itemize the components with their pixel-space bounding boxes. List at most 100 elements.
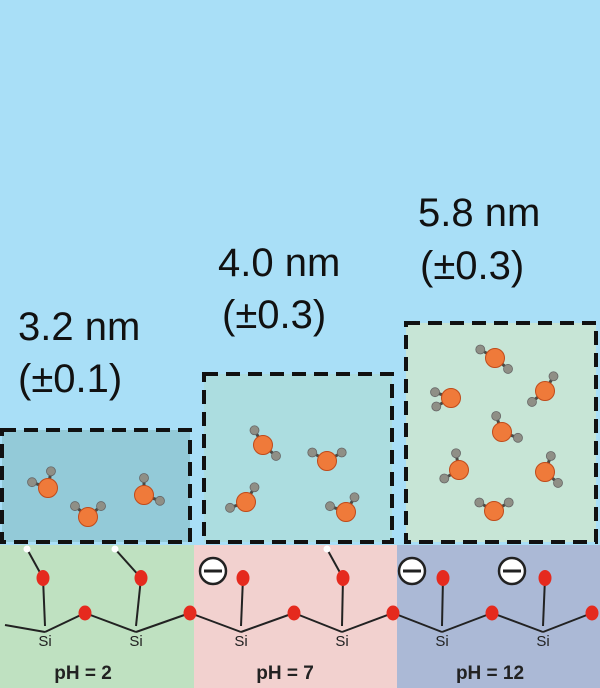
hydrogen-atom xyxy=(548,371,559,382)
oxygen-atom xyxy=(535,381,555,401)
water-molecule-icon xyxy=(225,482,260,513)
siloxane-bond xyxy=(542,612,593,633)
hydrogen-atom xyxy=(513,432,523,443)
thickness-label-ph2: 3.2 nm xyxy=(18,305,140,349)
error-label-ph2: (±0.1) xyxy=(18,357,122,401)
hydrogen-atom xyxy=(307,447,318,458)
hydrogen-atom xyxy=(325,501,335,512)
hydrogen-atom xyxy=(46,466,56,477)
water-molecule-icon xyxy=(430,387,461,412)
oxygen-atom xyxy=(134,485,154,505)
hydrogen-atom xyxy=(271,451,281,461)
siloxane-bond xyxy=(341,612,394,633)
oxygen-atom xyxy=(538,570,552,586)
thickness-label-ph7: 4.0 nm xyxy=(218,241,340,285)
hydrogen-atom xyxy=(431,401,442,412)
siloxane-bond xyxy=(4,624,46,633)
water-molecule-icon xyxy=(491,411,523,443)
hydrogen-atom xyxy=(225,502,235,513)
hydrogen-atom xyxy=(155,495,165,506)
silicon-atom: Si xyxy=(335,633,348,650)
hydrogen-atom xyxy=(349,492,360,503)
hydrogen-atom xyxy=(451,448,461,459)
siloxane-bond xyxy=(135,612,191,633)
oxygen-atom xyxy=(78,507,98,527)
hydrogen-atom xyxy=(430,387,440,398)
si-o-bond xyxy=(42,577,46,627)
bridging-oxygen-atom xyxy=(585,605,599,621)
bridging-oxygen-atom xyxy=(287,605,301,621)
water-molecule-icon xyxy=(439,448,469,484)
hydrogen-atom xyxy=(336,447,347,458)
siloxane-bond xyxy=(293,612,343,633)
siloxane-bond xyxy=(189,612,242,633)
siloxane-bond xyxy=(441,612,493,633)
oxygen-atom xyxy=(449,460,469,480)
hydrogen-atom xyxy=(553,478,563,488)
oxygen-atom xyxy=(492,422,512,442)
water-molecule-icon xyxy=(27,466,58,498)
error-label-ph12: (±0.3) xyxy=(420,244,524,288)
water-molecule-icon xyxy=(70,501,106,527)
oxygen-atom xyxy=(317,451,337,471)
hydrogen-atom xyxy=(70,501,80,511)
water-molecule-icon xyxy=(249,425,281,461)
oxygen-atom xyxy=(336,570,350,586)
ph-label-7: pH = 7 xyxy=(256,663,314,684)
hydrogen-atom xyxy=(323,545,331,553)
hydration-box-ph7 xyxy=(202,372,394,544)
bridging-oxygen-atom xyxy=(485,605,499,621)
water-molecule-icon xyxy=(134,473,165,506)
oxygen-atom xyxy=(441,388,461,408)
water-molecule-icon xyxy=(475,344,513,374)
oxygen-atom xyxy=(38,478,58,498)
hydrogen-atom xyxy=(249,482,260,493)
oxygen-atom xyxy=(236,492,256,512)
silica-surface: Si Si Si Si Si Si xyxy=(4,545,599,650)
hydrogen-atom xyxy=(96,501,106,511)
oxygen-atom xyxy=(236,570,250,586)
silicon-atom: Si xyxy=(435,633,448,650)
si-o-bond xyxy=(441,577,444,627)
water-molecule-icon xyxy=(474,497,514,521)
silicon-atom: Si xyxy=(234,633,247,650)
hydrogen-atom xyxy=(475,344,486,355)
hydrogen-atom xyxy=(503,497,514,508)
hydrogen-atom xyxy=(111,545,119,553)
error-label-ph7: (±0.3) xyxy=(222,293,326,337)
oxygen-atom xyxy=(253,435,273,455)
negative-charge-icon xyxy=(198,556,228,586)
siloxane-bond xyxy=(44,612,86,633)
ph-label-2: pH = 2 xyxy=(54,663,112,684)
silicon-atom: Si xyxy=(38,633,51,650)
water-molecule-icon xyxy=(325,492,360,522)
ph-label-12: pH = 12 xyxy=(456,663,524,684)
hydrogen-atom xyxy=(503,364,513,374)
si-o-bond xyxy=(542,577,546,627)
negative-charge-icon xyxy=(497,556,527,586)
silicon-atom: Si xyxy=(129,633,142,650)
oxygen-atom xyxy=(336,502,356,522)
water-molecule-icon xyxy=(527,371,559,407)
hydrogen-atom xyxy=(23,545,31,553)
hydrogen-atom xyxy=(439,473,450,484)
hydrogen-atom xyxy=(545,451,556,461)
oxygen-atom xyxy=(535,462,555,482)
oxygen-atom xyxy=(134,570,148,586)
thickness-label-ph12: 5.8 nm xyxy=(418,191,540,235)
bridging-oxygen-atom xyxy=(386,605,400,621)
hydrogen-atom xyxy=(474,497,485,508)
water-molecule-icon xyxy=(307,447,347,471)
water-molecule-icon xyxy=(535,451,563,488)
siloxane-bond xyxy=(392,612,443,633)
bridging-oxygen-atom xyxy=(78,605,92,621)
si-o-bond xyxy=(341,577,344,627)
oxygen-atom xyxy=(36,570,50,586)
oxygen-atom xyxy=(436,570,450,586)
siloxane-bond xyxy=(240,612,295,633)
water-molecules xyxy=(27,344,563,527)
siloxane-bond xyxy=(491,612,544,633)
hydrogen-atom xyxy=(491,411,502,421)
si-o-bond xyxy=(240,577,244,627)
